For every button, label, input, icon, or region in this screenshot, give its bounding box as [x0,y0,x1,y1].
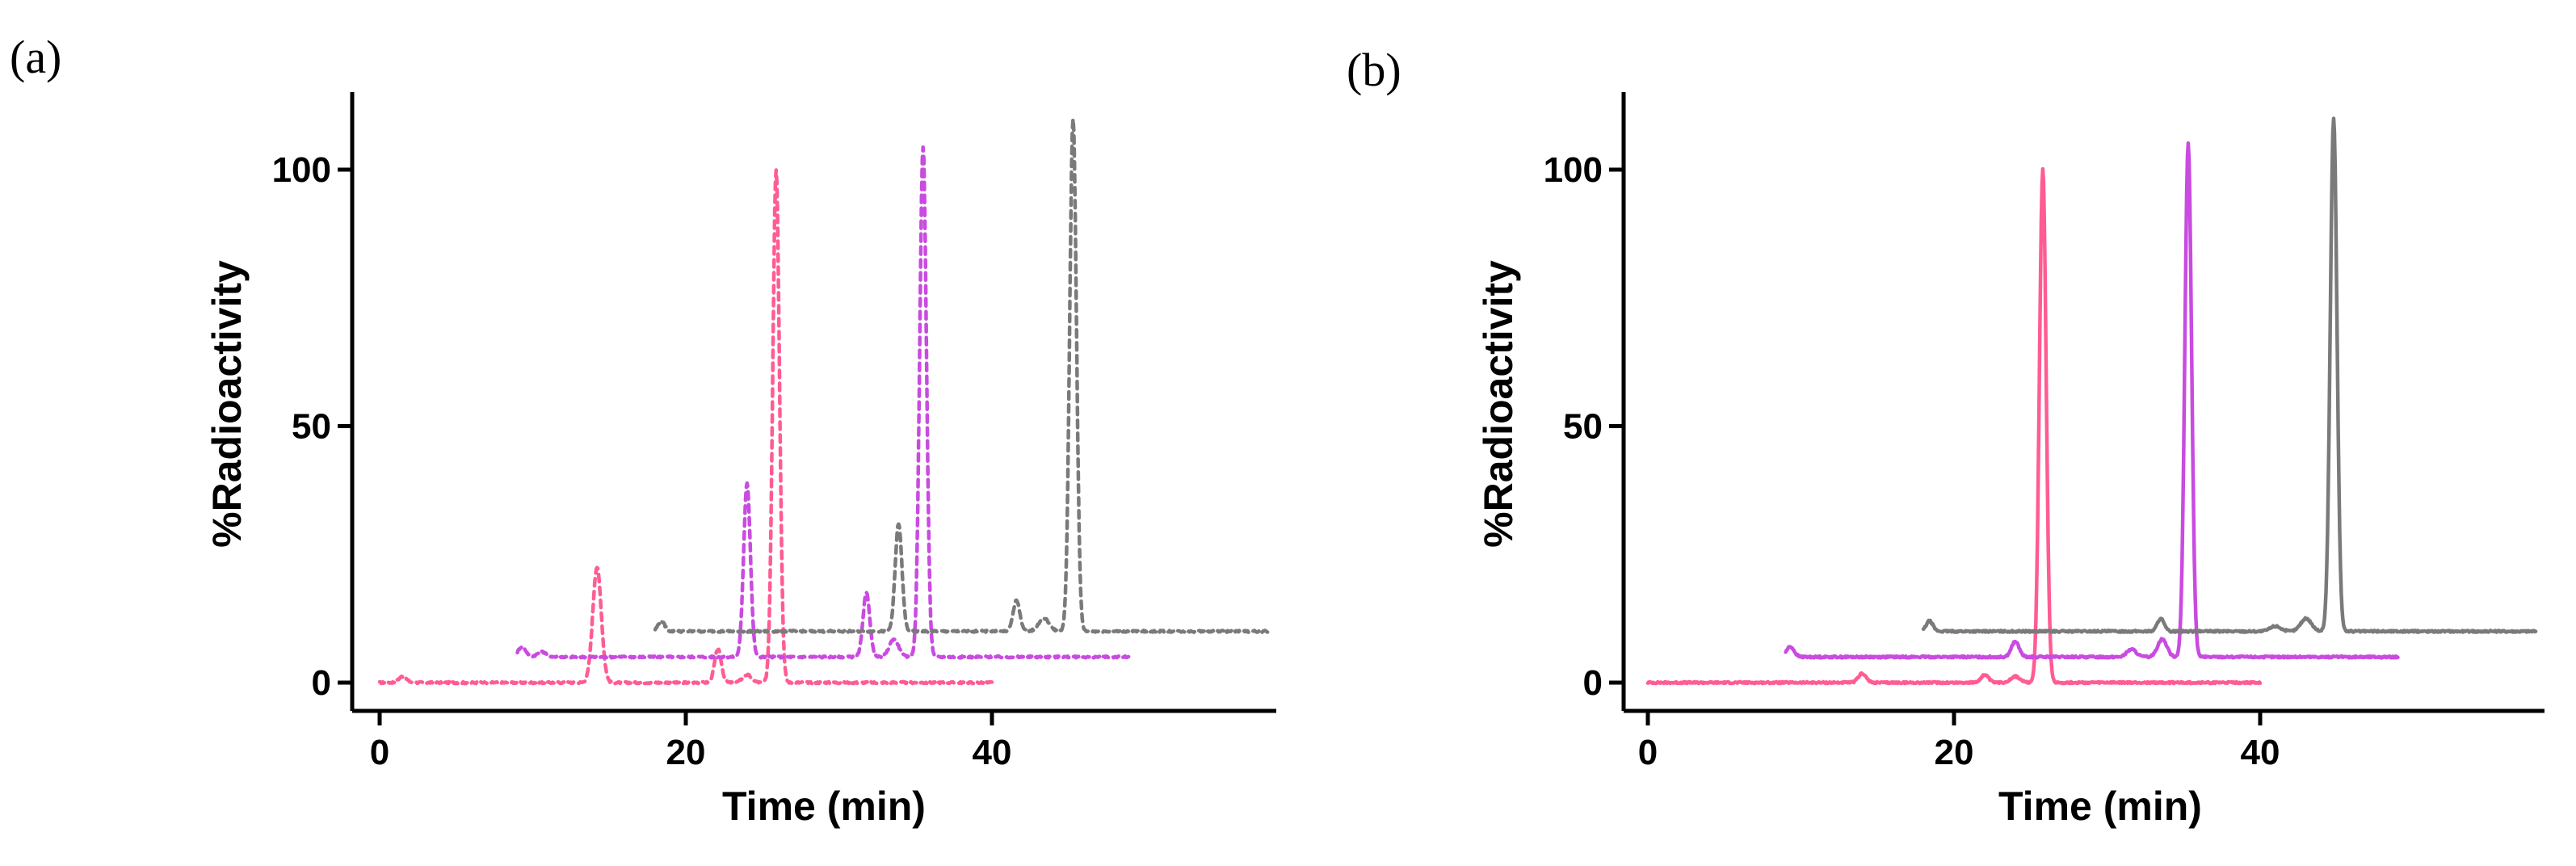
y-tick-label: 50 [292,407,331,447]
x-tick-label: 0 [1638,733,1658,772]
panel-a-y-ticks: 0 50 100 [272,150,352,703]
x-tick-label: 20 [1935,733,1974,772]
series-pink-trace [1645,166,2263,686]
panel-b-traces [1645,116,2538,686]
x-tick-label: 0 [370,733,389,772]
x-tick-label: 40 [973,733,1012,772]
panel-a-x-ticks: 0 20 40 [370,711,1012,772]
panel-b-label: (b) [1347,44,1401,96]
panel-a-traces [377,116,1270,686]
panel-b-x-ticks: 0 20 40 [1638,711,2280,772]
panel-b-y-ticks: 0 50 100 [1544,150,1624,703]
x-tick-label: 20 [666,733,706,772]
series-purple-trace [515,145,1132,660]
y-tick-label: 0 [1583,663,1603,703]
y-tick-label: 50 [1563,407,1603,447]
panel-b-x-label: Time (min) [1998,784,2202,829]
panel-b: (b) 0 50 100 0 20 40 Time (min) %Radioactivi… [1347,44,2544,829]
series-gray-trace [653,116,1270,634]
y-tick-label: 100 [1544,150,1603,190]
panel-a-label: (a) [10,31,61,83]
y-tick-label: 100 [272,150,331,190]
panel-a-x-label: Time (min) [722,784,926,829]
x-tick-label: 40 [2241,733,2280,772]
panel-b-y-label: %Radioactivity [1476,260,1521,548]
series-gray-trace [1921,116,2538,634]
panel-a: (a) 0 50 100 0 20 40 Time (min) %Radioactivi… [10,31,1276,829]
series-purple-trace [1784,141,2400,660]
series-pink-trace [377,168,994,686]
panel-a-y-label: %Radioactivity [204,260,250,548]
y-tick-label: 0 [312,663,331,703]
